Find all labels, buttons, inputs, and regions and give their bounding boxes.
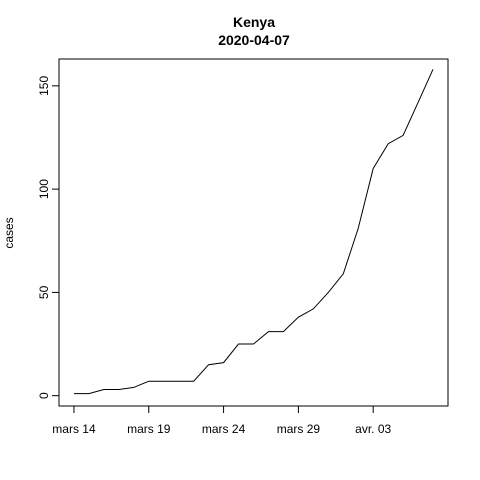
x-tick-label: mars 24 bbox=[202, 422, 246, 436]
y-axis-label: cases bbox=[2, 217, 16, 248]
y-tick-label: 100 bbox=[37, 179, 51, 199]
x-tick-label: mars 19 bbox=[127, 422, 171, 436]
y-tick-label: 150 bbox=[37, 76, 51, 96]
x-tick-label: mars 14 bbox=[52, 422, 96, 436]
chart-title: Kenya bbox=[233, 14, 275, 30]
x-tick-label: avr. 03 bbox=[355, 422, 391, 436]
series-line bbox=[74, 69, 434, 395]
y-tick-label: 50 bbox=[37, 285, 51, 299]
plot-frame bbox=[58, 58, 449, 407]
chart-subtitle: 2020-04-07 bbox=[218, 32, 290, 48]
y-tick-label: 0 bbox=[37, 392, 51, 399]
x-tick-label: mars 29 bbox=[277, 422, 321, 436]
axes: 0 50 100 150 mars 14 mars 19 mars 24 mars 29 avr… bbox=[37, 76, 391, 436]
